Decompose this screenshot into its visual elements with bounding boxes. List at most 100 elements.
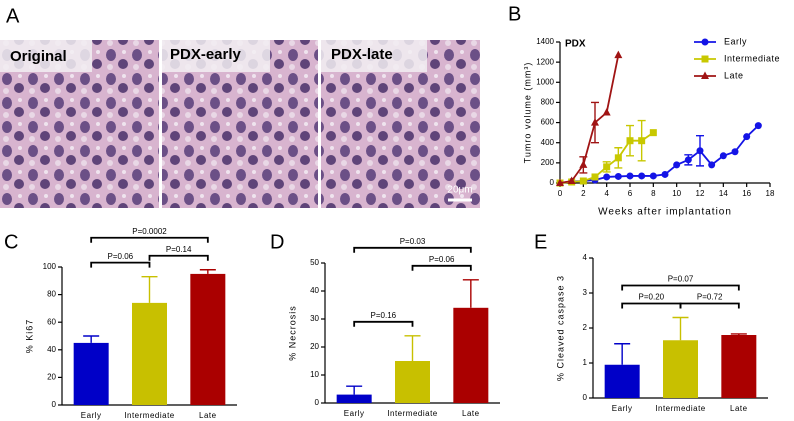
y-tick-label: 40	[310, 286, 319, 295]
y-tick-label: 1	[583, 358, 588, 367]
x-tick-label: 18	[766, 189, 775, 198]
y-axis-label: Tumro volume (mm³)	[522, 62, 532, 164]
y-tick-label: 1000	[536, 77, 554, 86]
panel-letter: A	[6, 5, 20, 27]
point	[673, 161, 681, 169]
x-tick-label: 16	[742, 189, 751, 198]
error-bar	[141, 275, 158, 303]
error-bar	[672, 316, 689, 341]
legend-label: Early	[724, 36, 747, 46]
y-tick-label: 40	[47, 345, 56, 354]
error-bar	[614, 343, 631, 365]
significance-bracket	[679, 302, 740, 309]
bar	[395, 361, 430, 403]
significance-bracket	[90, 261, 151, 268]
x-tick-label: 12	[696, 189, 705, 198]
bar	[73, 342, 109, 405]
point	[743, 133, 751, 141]
y-tick-label: 10	[310, 370, 319, 379]
x-tick-label: Intermediate	[124, 411, 175, 420]
x-tick-label: 10	[672, 189, 681, 198]
y-tick-label: 80	[47, 290, 56, 299]
point	[649, 172, 657, 180]
point	[603, 163, 611, 171]
bar	[663, 340, 698, 398]
point	[649, 129, 657, 137]
histology-images: Original PDX-early PDX-late 20μm	[0, 40, 480, 208]
point	[614, 154, 622, 162]
x-tick-label: Late	[199, 411, 217, 420]
p-value-label: P=0.0002	[132, 227, 167, 236]
y-tick-label: 0	[52, 400, 57, 409]
y-tick-label: 400	[541, 138, 555, 147]
point	[579, 160, 588, 168]
label-box	[162, 40, 270, 72]
point	[661, 170, 669, 178]
significance-bracket	[148, 254, 209, 261]
y-tick-label: 100	[43, 262, 57, 271]
y-axis-label: % Ki67	[24, 319, 34, 354]
point	[626, 172, 634, 180]
y-tick-label: 0	[550, 178, 555, 187]
y-tick-label: 3	[583, 288, 588, 297]
p-value-label: P=0.14	[166, 245, 192, 254]
point	[701, 55, 709, 63]
p-value-label: P=0.03	[400, 237, 426, 246]
y-tick-label: 20	[310, 342, 319, 351]
y-tick-label: 0	[583, 393, 588, 402]
p-value-label: P=0.16	[371, 311, 397, 320]
point	[614, 50, 623, 59]
significance-bracket	[621, 302, 682, 309]
point	[602, 108, 611, 116]
x-tick-label: 14	[719, 189, 728, 198]
x-tick-label: Intermediate	[387, 409, 438, 418]
point	[579, 177, 587, 185]
x-tick-label: 6	[628, 189, 633, 198]
y-tick-label: 1200	[536, 57, 554, 66]
point	[638, 137, 646, 145]
point	[719, 152, 727, 160]
panel-letter: E	[534, 231, 547, 253]
y-tick-label: 1400	[536, 37, 554, 46]
image-label: PDX-early	[170, 46, 242, 63]
x-axis-label: Weeks after implantation	[598, 207, 732, 218]
point	[556, 178, 564, 186]
x-tick-label: Early	[612, 404, 633, 413]
error-bar	[462, 279, 479, 308]
y-axis-label: % Necrosis	[287, 305, 297, 361]
point	[603, 173, 611, 181]
scale-bar-label: 20μm	[447, 185, 472, 196]
error-bar	[404, 335, 421, 361]
x-tick-label: Late	[462, 409, 480, 418]
panel-letter: B	[508, 3, 521, 25]
point	[567, 176, 576, 184]
x-tick-label: Late	[730, 404, 748, 413]
label-box	[0, 40, 92, 72]
image-label: Original	[10, 48, 67, 65]
y-tick-label: 60	[47, 317, 56, 326]
significance-bracket	[411, 264, 472, 271]
significance-bracket	[353, 246, 472, 253]
point	[754, 122, 762, 130]
legend-label: Late	[724, 70, 744, 80]
point	[591, 173, 599, 181]
y-tick-label: 50	[310, 258, 319, 267]
point	[626, 137, 634, 145]
bar	[190, 273, 226, 405]
point	[701, 38, 709, 46]
y-tick-label: 20	[47, 373, 56, 382]
significance-bracket	[90, 236, 209, 243]
x-tick-label: Early	[344, 409, 365, 418]
p-value-label: P=0.06	[429, 255, 455, 264]
y-tick-label: 0	[315, 398, 320, 407]
x-tick-label: Intermediate	[655, 404, 706, 413]
y-tick-label: 600	[541, 118, 555, 127]
point	[731, 148, 739, 156]
significance-bracket	[353, 320, 414, 327]
bar	[336, 394, 372, 403]
x-tick-label: 8	[651, 189, 656, 198]
error-bar	[730, 333, 747, 335]
point	[696, 147, 704, 155]
p-value-label: P=0.07	[668, 275, 694, 284]
